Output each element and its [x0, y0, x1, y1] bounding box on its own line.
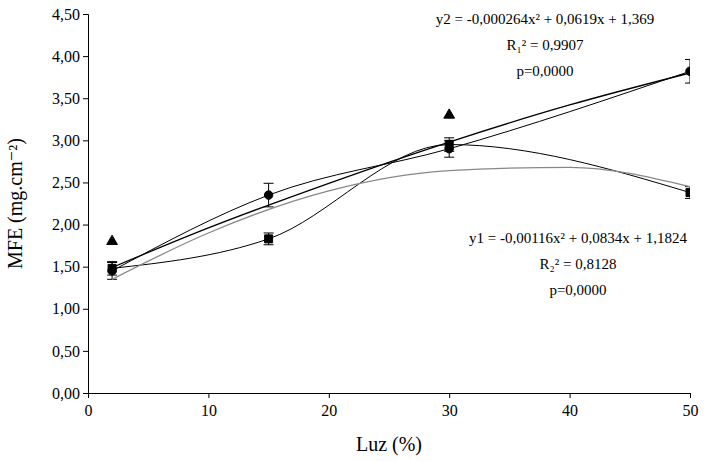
x-tick: 30	[442, 393, 458, 419]
y-tick-label: 0,00	[52, 385, 80, 402]
x-tick-label: 20	[321, 402, 337, 419]
y-tick-label: 1,00	[52, 300, 80, 317]
y-tick: 4,00	[52, 48, 88, 65]
x-tick-mark	[208, 393, 209, 398]
y-tick-mark	[83, 56, 88, 57]
series-line	[112, 71, 690, 271]
error-bar	[264, 233, 274, 245]
series	[107, 109, 455, 245]
y-tick: 2,00	[52, 216, 88, 233]
error-bar	[685, 59, 690, 83]
series	[107, 59, 690, 279]
error-bar-cap	[107, 261, 117, 262]
marker-square	[265, 235, 273, 243]
y-tick-label: 2,50	[52, 174, 80, 191]
y-tick-label: 2,00	[52, 216, 80, 233]
x-axis-title: Luz (%)	[356, 433, 422, 456]
y-tick: 3,00	[52, 132, 88, 149]
annotation-text: R₂² = 0,8128	[540, 256, 617, 272]
y-tick-mark	[83, 140, 88, 141]
y-tick-label: 1,50	[52, 258, 80, 275]
y-tick-label: 3,50	[52, 90, 80, 107]
annotation: y2 = -0,000264x² + 0,0619x + 1,369 R₁² = …	[436, 11, 655, 79]
x-axis: 0 10 20 30 40 50	[85, 393, 699, 419]
y-tick-mark	[83, 182, 88, 183]
y-tick: 1,00	[52, 300, 88, 317]
error-bar-cap	[107, 275, 117, 276]
x-tick-mark	[329, 393, 330, 398]
y-tick-mark	[83, 14, 88, 15]
y-tick-label: 4,50	[52, 6, 80, 23]
x-tick: 10	[201, 393, 217, 419]
annotation: y1 = -0,00116x² + 0,0834x + 1,1824 R₂² = …	[469, 230, 688, 298]
marker-triangle	[444, 109, 455, 118]
y-tick-mark	[83, 351, 88, 352]
error-bar	[107, 262, 117, 279]
x-tick-label: 50	[683, 402, 699, 419]
x-tick: 50	[683, 393, 699, 419]
y-tick-mark	[83, 393, 88, 394]
series	[112, 73, 690, 268]
y-tick: 0,00	[52, 385, 88, 402]
y-tick: 4,50	[52, 6, 88, 23]
y-axis-title: MFE (mg.cm⁻²)	[4, 138, 27, 269]
x-tick-mark	[449, 393, 450, 398]
x-tick-label: 0	[85, 402, 93, 419]
y-tick: 1,50	[52, 258, 88, 275]
y-tick-mark	[83, 309, 88, 310]
marker-triangle	[107, 235, 118, 244]
x-tick-label: 10	[201, 402, 217, 419]
fit-line	[112, 167, 690, 279]
error-bar-cap	[264, 244, 274, 245]
x-tick-mark	[570, 393, 571, 398]
error-bar	[685, 187, 690, 199]
series-line	[112, 145, 690, 269]
error-bar-cap	[444, 151, 454, 152]
y-tick: 2,50	[52, 174, 88, 191]
x-tick: 0	[85, 393, 93, 419]
x-tick: 40	[562, 393, 578, 419]
error-bar	[107, 262, 117, 275]
y-tick-label: 4,00	[52, 48, 80, 65]
annotation-text: y1 = -0,00116x² + 0,0834x + 1,1824	[469, 230, 688, 246]
y-tick-label: 0,50	[52, 343, 80, 360]
annotation-text: p=0,0000	[516, 63, 573, 79]
y-axis-line	[83, 15, 89, 394]
chart: 0 10 20 30 40 50 0,00 0,50 1,00 1,50 2,00 2,50 3,00 3…	[0, 0, 709, 461]
error-bar-cap	[264, 232, 274, 233]
annotation-text: y2 = -0,000264x² + 0,0619x + 1,369	[436, 11, 655, 27]
x-tick-mark	[690, 393, 691, 398]
y-tick-mark	[83, 98, 88, 99]
fit-line	[112, 73, 690, 268]
y-tick-mark	[83, 225, 88, 226]
error-bar	[444, 138, 454, 151]
marker-square	[108, 264, 116, 272]
y-tick-mark	[83, 267, 88, 268]
error-bar-cap	[685, 59, 690, 60]
x-axis-line	[89, 394, 691, 399]
plot-area	[107, 59, 690, 279]
y-tick-label: 3,00	[52, 132, 80, 149]
x-tick-label: 40	[562, 402, 578, 419]
y-axis: 0,00 0,50 1,00 1,50 2,00 2,50 3,00 3,50 4,00 4,50	[52, 6, 89, 402]
x-tick: 20	[321, 393, 337, 419]
error-bar-cap	[444, 137, 454, 138]
error-bar-cap	[444, 157, 454, 158]
error-bar-cap	[264, 183, 274, 184]
annotation-text: p=0,0000	[549, 282, 606, 298]
x-tick-label: 30	[442, 402, 458, 419]
series	[112, 167, 690, 279]
error-bar-cap	[685, 83, 690, 84]
marker-circle	[264, 191, 272, 199]
y-tick: 3,50	[52, 90, 88, 107]
annotation-text: R₁² = 0,9907	[507, 37, 584, 53]
y-tick: 0,50	[52, 343, 88, 360]
error-bar-cap	[685, 198, 690, 199]
marker-square	[686, 189, 690, 197]
